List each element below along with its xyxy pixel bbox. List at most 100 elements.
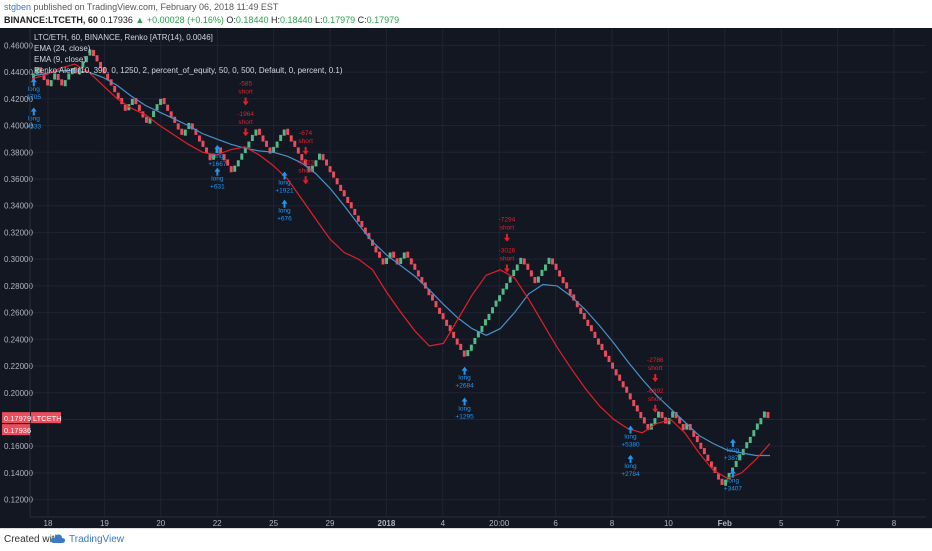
renko-brick <box>544 264 547 271</box>
renko-brick <box>113 85 117 93</box>
renko-brick <box>674 411 678 419</box>
last-price: 0.17936 <box>100 15 133 25</box>
renko-brick <box>88 49 92 56</box>
renko-brick <box>92 49 95 57</box>
renko-brick <box>307 166 311 173</box>
renko-brick <box>699 442 703 449</box>
chart-area[interactable]: long 1705 long +533 -585 short -1964 short long +… <box>0 28 932 528</box>
renko-bricks <box>32 49 770 486</box>
down-arrow-icon <box>302 176 309 185</box>
low-label: L: <box>315 15 323 25</box>
signal-label: -3026 <box>499 247 516 254</box>
price-tag-bg <box>2 424 30 436</box>
up-arrow-icon <box>729 438 736 447</box>
price-tick-label: 0.14000 <box>4 469 33 478</box>
renko-brick <box>268 147 272 154</box>
time-tick-label: 8 <box>610 519 615 528</box>
renko-brick <box>738 454 742 461</box>
renko-brick <box>452 331 456 338</box>
price-tick-label: 0.12000 <box>4 496 33 505</box>
author-link[interactable]: stgben <box>4 2 32 12</box>
renko-brick <box>494 300 498 307</box>
renko-chart[interactable]: long1705long+533-585short-1964shortlong+… <box>0 28 932 528</box>
signal-label: -7294 <box>499 217 516 224</box>
long-signal: long+3872 <box>724 438 742 462</box>
price-axis[interactable]: 0.46000 0.44000 0.42000 0.40000 0.38000 0.360… <box>2 28 926 518</box>
renko-brick <box>208 154 212 161</box>
renko-brick <box>519 257 523 264</box>
up-arrow-icon <box>627 425 634 434</box>
renko-brick <box>533 277 537 284</box>
time-tick-label: 20 <box>156 519 165 528</box>
renko-brick <box>201 140 205 147</box>
renko-brick <box>427 289 431 296</box>
signal-label: +1295 <box>455 413 474 420</box>
signal-label: -3023 <box>297 159 314 166</box>
renko-brick <box>702 448 706 455</box>
renko-brick <box>261 135 265 142</box>
renko-brick <box>558 270 562 277</box>
signal-label: +1667 <box>208 161 227 168</box>
time-tick-label: 10 <box>664 519 673 528</box>
renko-brick <box>332 171 336 178</box>
renko-brick <box>395 258 399 265</box>
down-arrow-icon <box>242 97 249 106</box>
renko-brick <box>505 283 509 290</box>
renko-brick <box>579 307 583 314</box>
renko-brick <box>473 337 477 345</box>
long-signal: long+631 <box>210 167 225 191</box>
renko-brick <box>144 116 148 123</box>
up-arrow-icon <box>627 454 634 463</box>
renko-brick <box>229 166 233 173</box>
publish-info: published on TradingView.com, February 0… <box>33 2 279 12</box>
up-arrow-icon <box>214 167 221 176</box>
renko-brick <box>625 386 629 393</box>
renko-brick <box>265 140 268 147</box>
renko-brick <box>381 258 385 265</box>
renko-brick <box>233 165 237 172</box>
time-tick-label: 29 <box>326 519 335 528</box>
renko-brick <box>99 61 103 69</box>
time-axis[interactable]: 18 19 20 22 25 29 2018 4 20:00 6 8 10 Feb 5 7 8 <box>44 519 897 528</box>
renko-brick <box>325 159 329 166</box>
renko-brick <box>441 313 445 320</box>
renko-brick <box>254 129 258 136</box>
renko-brick <box>49 80 53 87</box>
renko-brick <box>582 313 586 320</box>
price-tick-label: 0.20000 <box>4 389 33 398</box>
down-arrow-icon <box>503 264 510 273</box>
renko-brick <box>123 104 127 111</box>
renko-brick <box>529 270 533 277</box>
down-arrow-icon <box>652 404 659 413</box>
time-tick-label: 22 <box>213 519 222 528</box>
renko-brick <box>130 98 134 105</box>
signal-label: short <box>238 88 253 95</box>
renko-brick <box>657 411 660 418</box>
signal-label: +2784 <box>621 471 640 478</box>
tradingview-link[interactable]: TradingView <box>69 534 125 545</box>
renko-brick <box>155 104 159 111</box>
renko-brick <box>247 141 251 148</box>
legend-line: LTC/ETH, 60, BINANCE, Renko [ATR(14), 0.… <box>34 33 213 42</box>
renko-brick <box>438 307 442 314</box>
signal-label: long <box>278 208 291 215</box>
time-tick-label: 18 <box>44 519 53 528</box>
renko-brick <box>197 135 201 142</box>
renko-brick <box>692 430 696 437</box>
renko-brick <box>586 319 590 326</box>
signal-label: long <box>278 180 291 187</box>
renko-brick <box>176 123 180 130</box>
legend-line: EMA (9, close) <box>34 55 86 64</box>
renko-brick <box>106 73 110 81</box>
renko-brick <box>102 67 106 74</box>
renko-brick <box>367 232 371 240</box>
renko-brick <box>526 263 530 270</box>
down-arrow-icon <box>242 128 249 137</box>
renko-brick <box>63 80 67 87</box>
renko-brick <box>190 123 194 130</box>
renko-brick <box>681 424 685 431</box>
renko-brick <box>53 73 57 80</box>
time-tick-label: 8 <box>892 519 897 528</box>
